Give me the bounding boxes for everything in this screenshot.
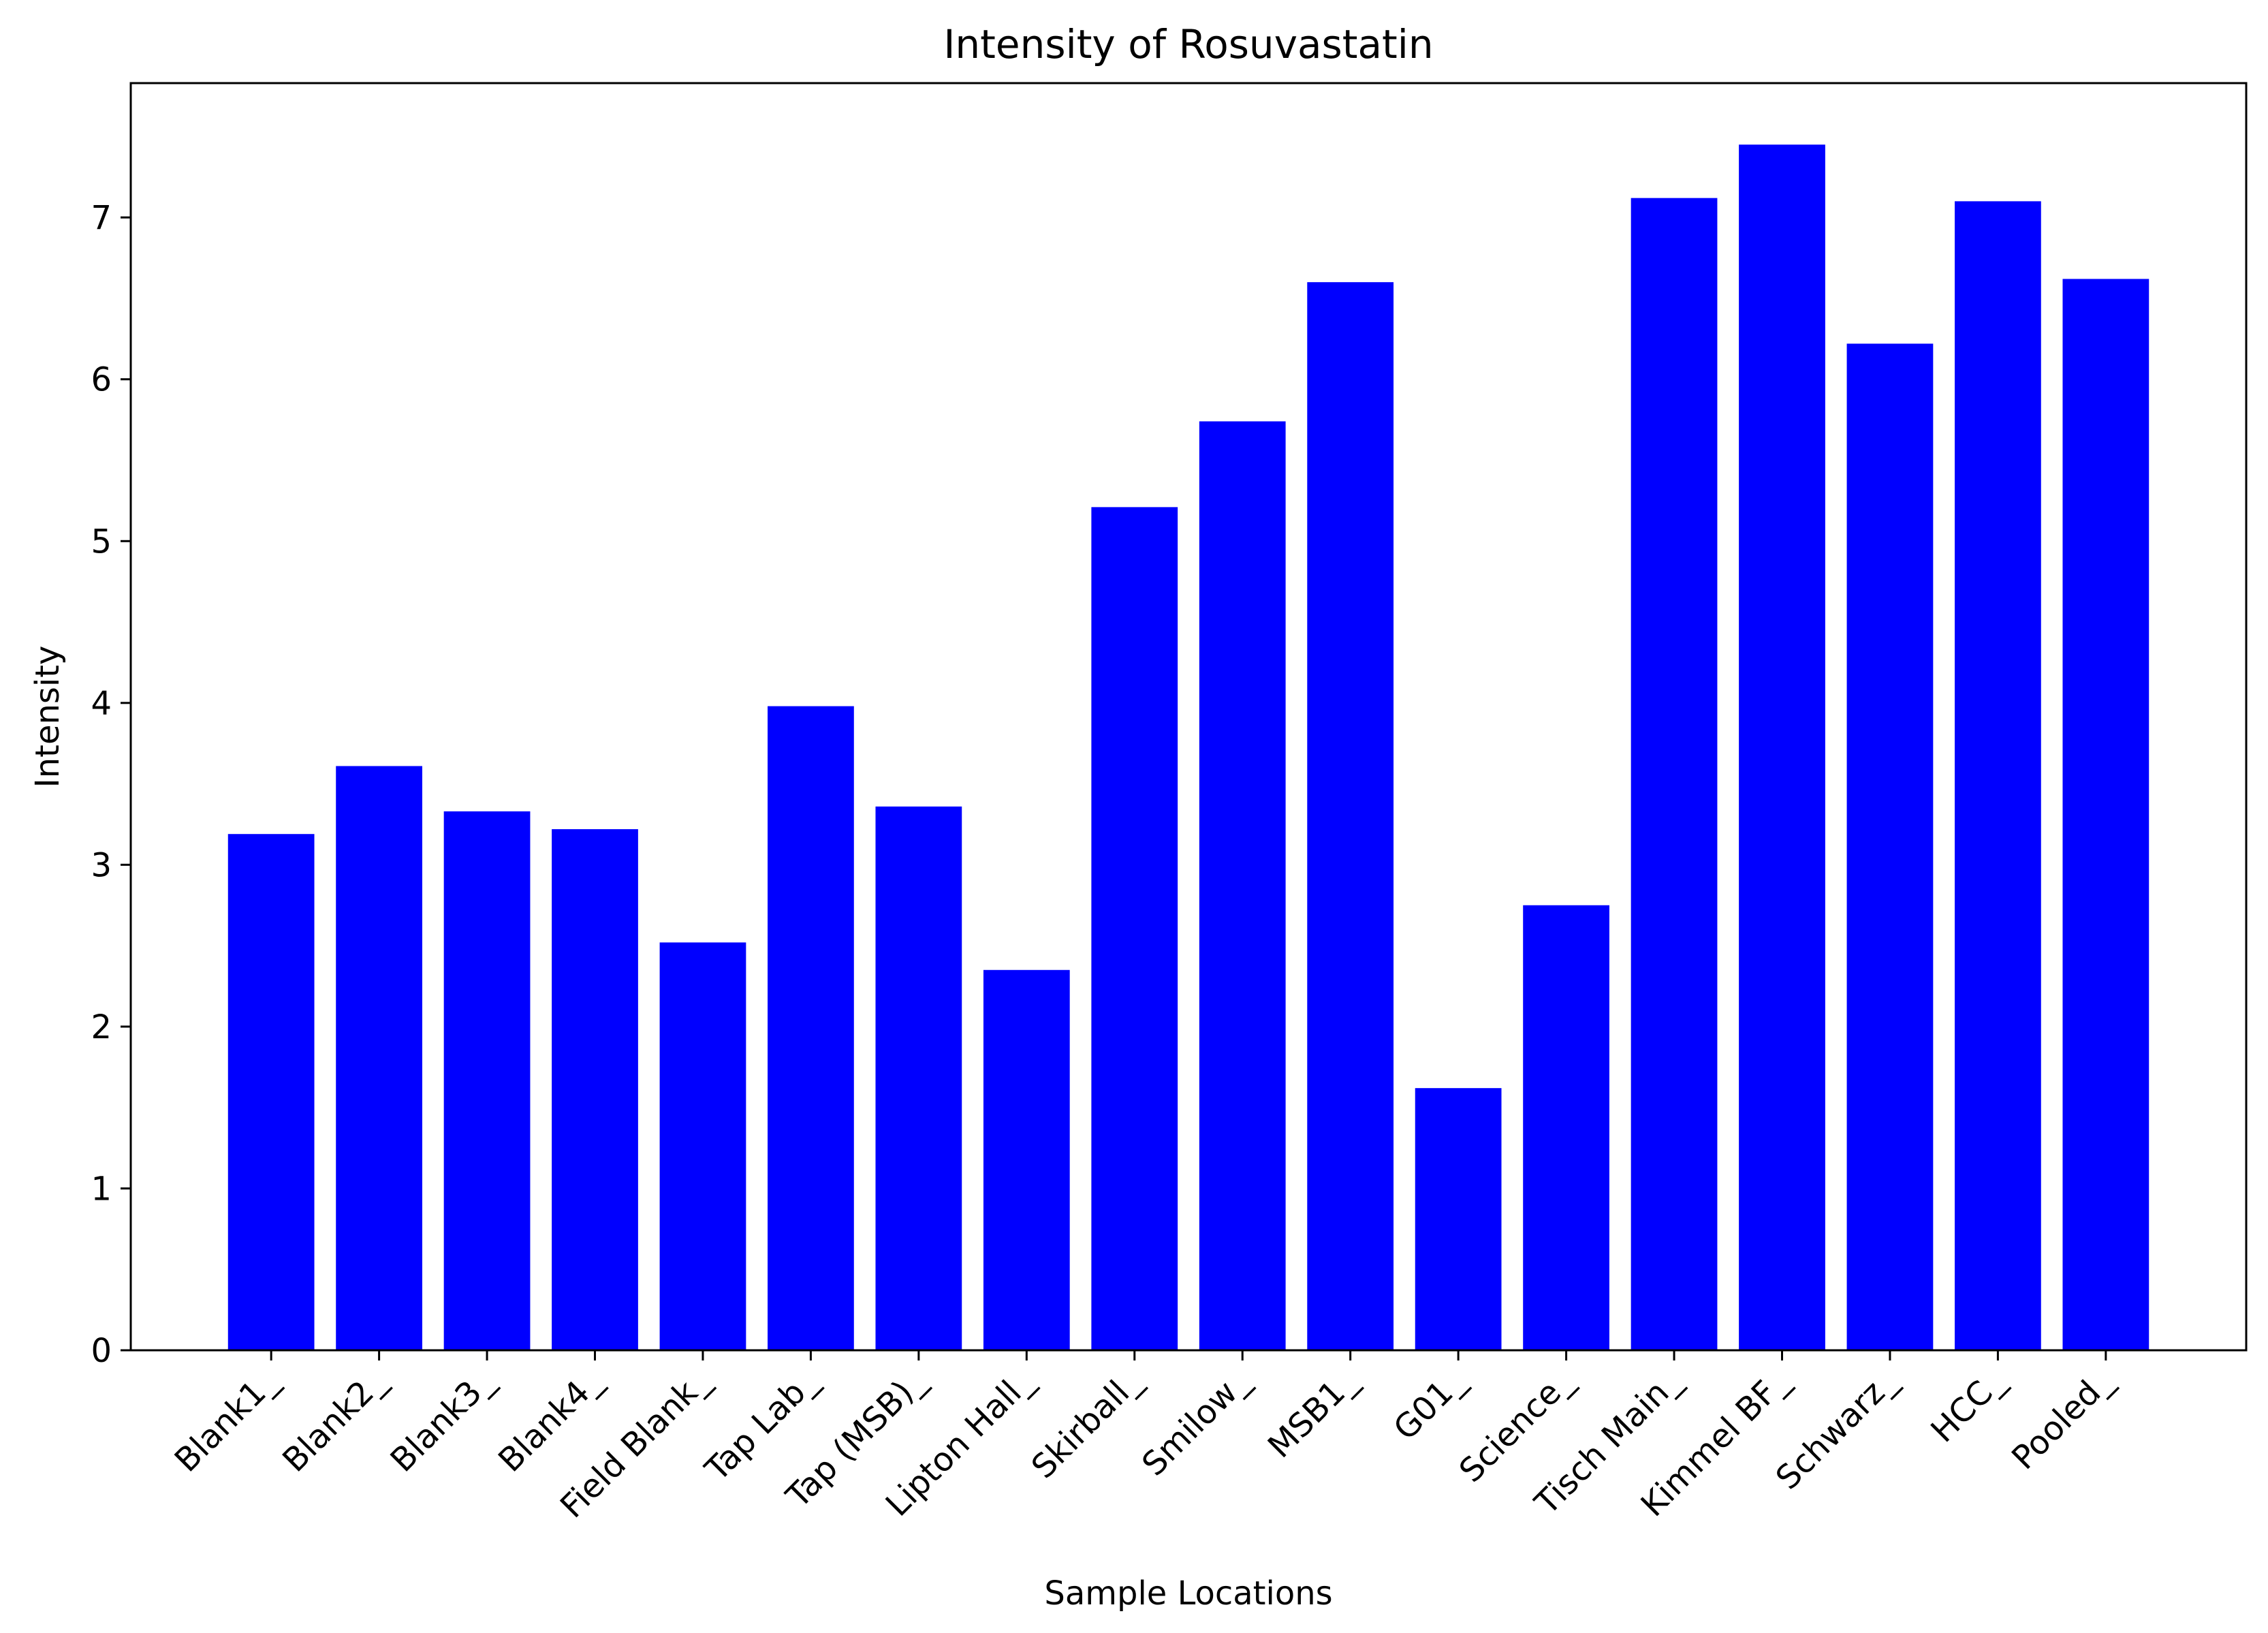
- bar: [1739, 144, 1825, 1351]
- bar: [1955, 201, 2041, 1351]
- y-tick-label: 3: [91, 846, 112, 884]
- chart-title: Intensity of Rosuvastatin: [943, 21, 1433, 67]
- y-axis-label: Intensity: [29, 646, 67, 788]
- bar: [983, 969, 1070, 1350]
- bar: [336, 766, 422, 1350]
- y-axis-ticks: 0 1 2 3 4 5 6 7: [91, 199, 131, 1370]
- y-tick-label: 4: [91, 685, 112, 723]
- x-axis-label: Sample Locations: [1044, 1574, 1332, 1613]
- bar: [1631, 198, 1718, 1351]
- y-tick-label: 2: [91, 1008, 112, 1046]
- plot-frame: [129, 82, 2248, 1352]
- bar: [659, 942, 746, 1350]
- bar: [552, 829, 638, 1350]
- bar: [1091, 507, 1178, 1350]
- y-tick-label: 7: [91, 199, 112, 237]
- bar: [875, 806, 962, 1350]
- bar: [227, 834, 315, 1350]
- bar: [2062, 279, 2149, 1350]
- bars-group: [227, 144, 2149, 1351]
- bar: [1199, 421, 1286, 1350]
- y-tick-label: 1: [91, 1170, 112, 1208]
- y-tick-label: 6: [91, 361, 112, 399]
- bar: [768, 706, 854, 1350]
- y-tick-label: 5: [91, 523, 112, 561]
- bar: [1307, 282, 1394, 1351]
- bar: [1846, 343, 1934, 1350]
- bar: [443, 811, 531, 1350]
- y-tick-label: 0: [91, 1332, 112, 1370]
- bar: [1523, 905, 1609, 1350]
- bar: [1415, 1088, 1502, 1350]
